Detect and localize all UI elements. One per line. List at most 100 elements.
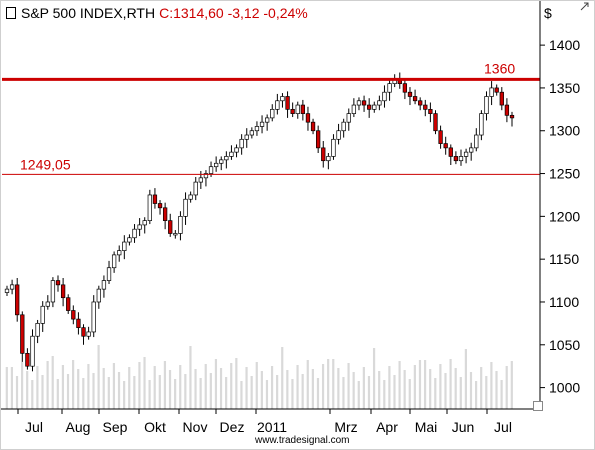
volume-bar xyxy=(429,369,432,409)
volume-bar xyxy=(117,372,121,409)
volume-bar xyxy=(291,379,294,409)
candle xyxy=(463,148,469,164)
candle xyxy=(479,110,484,141)
candle xyxy=(509,111,515,127)
checkbox-icon[interactable] xyxy=(6,7,16,19)
volume-bar xyxy=(46,361,49,409)
volume-bar xyxy=(184,374,187,409)
volume-bar xyxy=(143,357,146,409)
volume-bar xyxy=(97,345,100,409)
volume-bar xyxy=(296,365,299,409)
volume-bar xyxy=(510,361,513,409)
volume-bar xyxy=(10,367,14,409)
candle xyxy=(15,278,20,322)
x-tick-label: Jul xyxy=(25,419,43,435)
candle xyxy=(76,312,81,335)
volume-bar xyxy=(474,381,478,409)
volume-bar xyxy=(56,379,59,409)
volume-bars xyxy=(5,345,513,409)
candle xyxy=(111,251,117,273)
candle xyxy=(183,192,188,225)
volume-bar xyxy=(112,363,116,409)
y-tick-label: 1400 xyxy=(549,37,580,53)
y-tick-label: 1000 xyxy=(549,380,580,396)
x-tick-label: Aug xyxy=(66,419,91,435)
candle xyxy=(81,324,86,345)
candle xyxy=(35,319,40,344)
candle xyxy=(418,97,423,111)
candle xyxy=(137,218,142,237)
x-axis: Jul Aug Sep Okt Nov Dez 2011 Mrz Apr Mai Jun Jul xyxy=(17,409,512,435)
candle xyxy=(407,87,413,106)
candle xyxy=(489,81,494,106)
volume-bar xyxy=(235,358,238,409)
candle xyxy=(387,80,392,101)
source-watermark: www.tradesignal.com xyxy=(255,435,350,446)
volume-bar xyxy=(434,378,437,409)
volume-bar xyxy=(26,371,29,409)
volume-bar xyxy=(311,369,314,409)
candle xyxy=(356,97,362,111)
close-quote: C:1314,60 -3,12 -0,24% xyxy=(159,5,308,21)
candle xyxy=(346,108,351,131)
candle xyxy=(9,279,15,295)
volume-bar xyxy=(61,365,65,409)
volume-bar xyxy=(347,363,350,409)
volume-bar xyxy=(388,366,391,409)
volume-bar xyxy=(158,375,161,409)
volume-bar xyxy=(260,371,263,409)
candle xyxy=(20,311,25,362)
candle xyxy=(203,170,209,187)
candle xyxy=(438,125,443,149)
x-tick-label: Mrz xyxy=(334,419,357,435)
volume-bar xyxy=(327,359,330,409)
level-label: 1249,05 xyxy=(20,156,71,172)
y-axis: 1000 1050 1100 1150 1200 1250 1300 1350 1400 xyxy=(540,37,580,396)
expand-arrow-icon[interactable] xyxy=(580,2,589,11)
x-tick-label: Sep xyxy=(103,419,128,435)
volume-bar xyxy=(398,361,401,409)
volume-bar xyxy=(21,362,24,409)
volume-bar xyxy=(500,380,503,409)
candle xyxy=(127,234,132,246)
x-tick-label: Nov xyxy=(183,419,208,435)
candle xyxy=(331,134,336,160)
volume-bar xyxy=(77,369,80,409)
candle xyxy=(305,106,311,131)
volume-bar xyxy=(316,378,320,409)
volume-bar xyxy=(286,370,289,409)
candle xyxy=(239,134,244,155)
volume-bar xyxy=(357,381,360,409)
candle xyxy=(326,153,331,170)
y-tick-label: 1350 xyxy=(549,80,580,96)
volume-bar xyxy=(418,360,422,409)
volume-bar xyxy=(194,369,197,409)
volume-bar xyxy=(245,367,248,409)
candle xyxy=(504,98,510,123)
candle xyxy=(367,98,372,118)
volume-bar xyxy=(225,377,228,409)
candle xyxy=(494,84,499,96)
scale-toggle-icon[interactable] xyxy=(533,401,543,411)
volume-bar xyxy=(5,367,8,409)
candle xyxy=(300,99,306,121)
volume-bar xyxy=(265,380,269,409)
volume-bar xyxy=(214,359,218,409)
candle xyxy=(66,294,71,314)
candle xyxy=(162,202,168,230)
currency-label: $ xyxy=(544,5,552,21)
y-tick-label: 1050 xyxy=(549,337,580,353)
volume-bar xyxy=(413,365,416,409)
volume-bar xyxy=(485,376,488,409)
volume-bar xyxy=(505,366,508,409)
candle xyxy=(484,91,489,121)
volume-bar xyxy=(352,372,355,409)
volume-bar xyxy=(464,349,467,409)
candle xyxy=(351,98,357,118)
candle xyxy=(321,141,326,168)
candle xyxy=(249,127,254,139)
x-tick-label: Apr xyxy=(376,419,398,435)
volume-bar xyxy=(66,374,70,409)
volume-bar xyxy=(179,365,182,409)
volume-bar xyxy=(306,360,309,409)
